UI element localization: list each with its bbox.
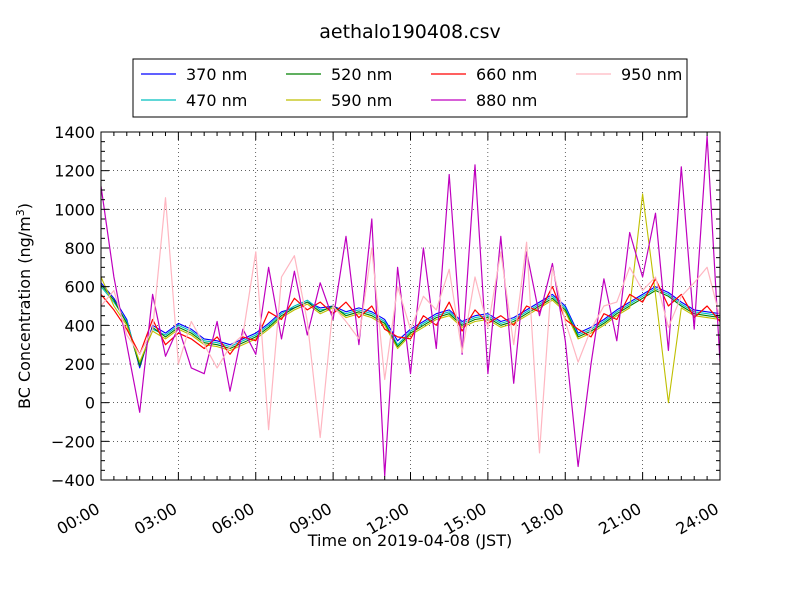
legend-box	[132, 58, 688, 118]
legend-label: 520 nm	[331, 65, 392, 84]
y-axis-label-sup: 3	[14, 209, 27, 216]
series-line-880-nm	[101, 135, 720, 477]
y-tick-label: 0	[85, 394, 95, 413]
series-line-950-nm	[101, 197, 720, 454]
y-tick-label: 200	[64, 355, 95, 374]
legend: 370 nm 470 nm 520 nm 590 nm 660 nm 880 nm 950 …	[141, 65, 682, 110]
y-tick-label: 800	[64, 239, 95, 258]
legend-label: 370 nm	[186, 65, 247, 84]
y-tick-label: −400	[51, 471, 95, 490]
chart-title: aethalo190408.csv	[319, 21, 501, 43]
series-line-660-nm	[101, 278, 720, 355]
y-tick-label: −200	[51, 432, 95, 451]
y-axis-label-main: BC Concentration (ng/m	[15, 216, 34, 409]
series-lines	[101, 135, 720, 477]
legend-label: 660 nm	[476, 65, 537, 84]
legend-label: 880 nm	[476, 91, 537, 110]
legend-label: 950 nm	[621, 65, 682, 84]
y-tick-label: 1000	[54, 200, 95, 219]
y-axis-label: BC Concentration (ng/m3)	[14, 203, 34, 409]
legend-label: 470 nm	[186, 91, 247, 110]
y-tick-label: 1200	[54, 162, 95, 181]
y-axis-label-close: )	[15, 203, 34, 209]
x-tick-label: 21:00	[595, 499, 644, 539]
y-tick-label: 1400	[54, 123, 95, 142]
x-tick-label: 06:00	[208, 499, 257, 539]
series-line-470-nm	[101, 286, 720, 365]
x-tick-label: 24:00	[673, 499, 722, 539]
axis-ticks	[100, 131, 721, 481]
legend-label: 590 nm	[331, 91, 392, 110]
x-tick-label: 03:00	[131, 499, 180, 539]
x-axis-label: Time on 2019-04-08 (JST)	[307, 531, 512, 550]
series-line-520-nm	[101, 284, 720, 367]
y-tick-label: 400	[64, 316, 95, 335]
x-tick-label: 18:00	[518, 499, 567, 539]
y-tick-labels: −400 −200 0 200 400 600 800 1000 1200 1400	[51, 123, 95, 490]
x-tick-label: 00:00	[54, 499, 103, 539]
y-tick-label: 600	[64, 278, 95, 297]
